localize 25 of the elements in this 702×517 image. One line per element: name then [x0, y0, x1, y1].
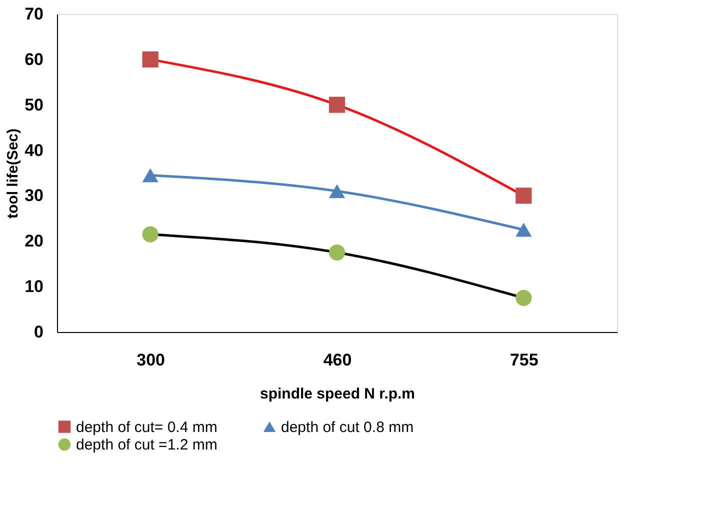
point [516, 188, 532, 204]
y-tick-label: 20 [24, 232, 44, 251]
x-axis-title: spindle speed N r.p.m [260, 386, 416, 402]
point [328, 244, 346, 261]
y-axis-title: tool life(Sec) [4, 128, 22, 219]
point [328, 96, 346, 113]
point [142, 226, 158, 242]
point [516, 290, 532, 306]
x-tick-label: 300 [136, 350, 166, 370]
y-tick-label: 50 [24, 95, 44, 114]
y-tick-label: 0 [34, 322, 44, 342]
y-tick-label: 70 [24, 4, 44, 24]
y-tick-label: 40 [24, 140, 44, 160]
y-tick-label: 60 [24, 50, 44, 69]
x-tick-label: 460 [323, 350, 352, 370]
y-tick-label: 30 [24, 186, 44, 206]
x-tick-label: 755 [510, 350, 538, 370]
point [516, 222, 532, 237]
point [142, 168, 158, 182]
point [328, 184, 346, 198]
point [142, 51, 158, 68]
legend-label: depth of cut 0.8 mm [281, 418, 414, 436]
y-tick-label: 10 [24, 277, 44, 296]
legend-label: depth of cut= 0.4 mm [76, 418, 218, 436]
legend-label: depth of cut =1.2 mm [76, 436, 218, 454]
